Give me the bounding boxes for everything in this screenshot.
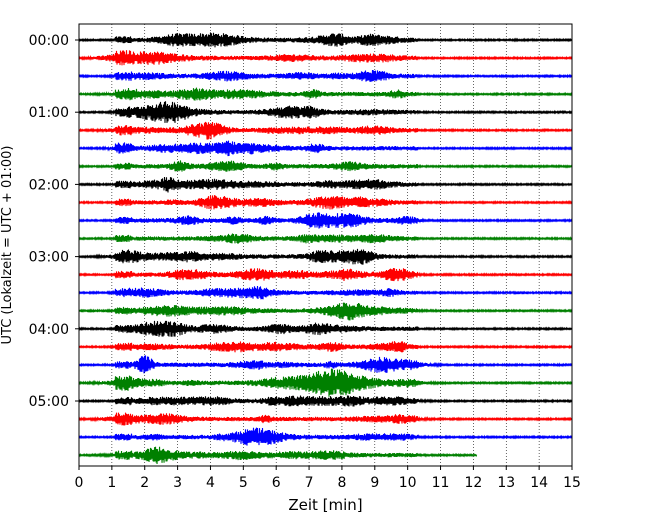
x-tick-label: 12 bbox=[464, 475, 482, 491]
x-tick-label: 14 bbox=[530, 475, 548, 491]
trace-line bbox=[78, 248, 573, 265]
trace-line bbox=[78, 355, 573, 374]
trace-line bbox=[78, 427, 573, 446]
x-tick-label: 1 bbox=[107, 475, 116, 491]
trace-line bbox=[78, 32, 573, 48]
trace-line bbox=[78, 341, 573, 353]
y-axis-title: UTC (Lokalzeit = UTC + 01:00) bbox=[0, 146, 15, 345]
y-tick-label: 04:00 bbox=[29, 322, 69, 338]
x-tick-label: 0 bbox=[75, 475, 84, 491]
y-tick-label: 02:00 bbox=[29, 177, 69, 193]
trace-line bbox=[78, 395, 573, 407]
y-tick-label: 03:00 bbox=[29, 250, 69, 266]
traces bbox=[78, 32, 573, 464]
trace-line bbox=[78, 140, 573, 157]
x-tick-label: 7 bbox=[305, 475, 314, 491]
trace-line bbox=[78, 302, 573, 321]
x-tick-label: 11 bbox=[432, 475, 450, 491]
x-tick-label: 15 bbox=[563, 475, 581, 491]
trace-line bbox=[78, 101, 573, 123]
trace-line bbox=[78, 268, 573, 282]
trace-line bbox=[78, 320, 573, 337]
x-tick-label: 4 bbox=[206, 475, 215, 491]
x-tick-label: 8 bbox=[337, 475, 346, 491]
y-tick-label: 01:00 bbox=[29, 105, 69, 121]
x-tick-label: 5 bbox=[239, 475, 248, 491]
x-tick-label: 3 bbox=[173, 475, 182, 491]
trace-line bbox=[78, 233, 573, 244]
x-axis-title: Zeit [min] bbox=[288, 496, 362, 514]
plot-frame bbox=[78, 23, 573, 467]
trace-line bbox=[78, 87, 573, 101]
trace-line bbox=[78, 195, 573, 210]
x-tick-label: 9 bbox=[370, 475, 379, 491]
trace-line bbox=[78, 446, 478, 464]
trace-line bbox=[78, 286, 573, 300]
x-tick-label: 13 bbox=[497, 475, 515, 491]
trace-line bbox=[78, 412, 573, 426]
trace-line bbox=[78, 121, 573, 140]
x-tick-label: 10 bbox=[399, 475, 417, 491]
trace-line bbox=[78, 69, 573, 82]
x-tick-label: 6 bbox=[272, 475, 281, 491]
trace-line bbox=[78, 368, 573, 397]
x-axis: 0 1 2 3 4 5 6 7 8 9 10 11 12 13 14 15 bbox=[75, 466, 581, 491]
trace-line bbox=[78, 160, 573, 172]
y-tick-label: 05:00 bbox=[29, 394, 69, 410]
trace-line bbox=[78, 177, 573, 193]
x-tick-label: 2 bbox=[140, 475, 149, 491]
y-tick-label: 00:00 bbox=[29, 33, 69, 49]
y-axis: 00:00 01:00 02:00 03:00 04:00 05:00 bbox=[29, 33, 79, 410]
trace-line bbox=[78, 50, 573, 66]
trace-line bbox=[78, 212, 573, 229]
